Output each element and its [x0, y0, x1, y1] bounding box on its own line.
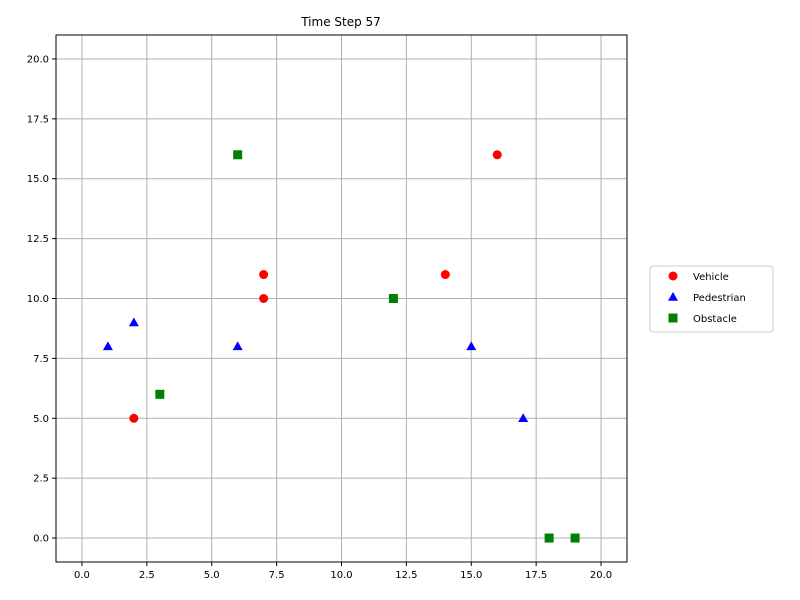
vehicle-point: [440, 270, 450, 280]
vehicle-point: [492, 150, 502, 160]
x-tick-label: 17.5: [525, 570, 547, 581]
x-tick-label: 2.5: [139, 570, 155, 581]
pedestrian-point: [518, 413, 529, 423]
y-tick-label: 7.5: [33, 354, 49, 365]
x-tick-label: 5.0: [204, 570, 220, 581]
pedestrian-point: [128, 317, 139, 327]
axis-ticks: 0.0 2.5 5.0 7.5 10.0 12.5 15.0 17.5 20.0 0.0 2.5 5.…: [27, 54, 612, 581]
chart-title: Time Step 57: [300, 15, 381, 29]
obstacle-point: [570, 533, 580, 543]
data-points: [102, 150, 580, 543]
y-tick-label: 2.5: [33, 474, 49, 485]
pedestrian-point: [102, 341, 113, 351]
x-tick-label: 20.0: [590, 570, 612, 581]
vehicle-point: [259, 294, 269, 303]
legend-label-obstacle: Obstacle: [693, 314, 737, 325]
grid: [56, 35, 627, 562]
x-tick-label: 15.0: [460, 570, 482, 581]
x-tick-label: 12.5: [395, 570, 417, 581]
pedestrian-point: [466, 341, 477, 351]
obstacle-point: [544, 533, 554, 543]
legend-label-pedestrian: Pedestrian: [693, 293, 746, 304]
y-tick-label: 17.5: [27, 114, 49, 125]
legend-marker-pedestrian: [668, 292, 678, 301]
pedestrian-point: [232, 341, 243, 351]
x-tick-label: 10.0: [330, 570, 352, 581]
y-tick-label: 10.0: [27, 294, 49, 305]
y-tick-label: 15.0: [27, 174, 49, 185]
x-tick-label: 7.5: [269, 570, 285, 581]
legend-box: [649, 265, 774, 333]
y-tick-label: 20.0: [27, 54, 49, 65]
y-tick-label: 5.0: [33, 414, 49, 425]
obstacle-point: [388, 294, 398, 303]
legend-marker-obstacle: [668, 313, 678, 323]
legend-marker-vehicle: [668, 271, 678, 281]
y-tick-label: 12.5: [27, 234, 49, 245]
x-tick-label: 0.0: [74, 570, 90, 581]
obstacle-point: [233, 150, 243, 160]
y-tick-label: 0.0: [33, 534, 49, 545]
vehicle-point: [259, 270, 269, 280]
obstacle-point: [155, 389, 165, 399]
legend: Vehicle Pedestrian Obstacle: [649, 265, 774, 333]
vehicle-point: [129, 413, 139, 423]
legend-label-vehicle: Vehicle: [693, 272, 729, 283]
